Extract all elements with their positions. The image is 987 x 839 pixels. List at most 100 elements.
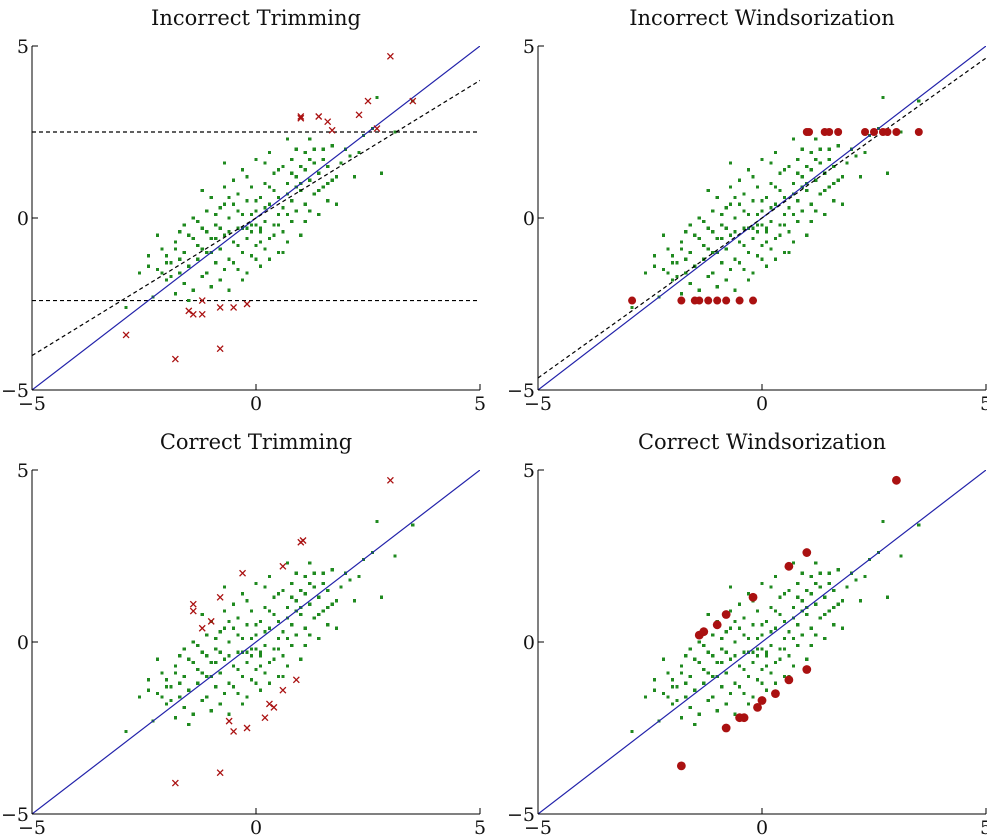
inlier-point bbox=[312, 571, 316, 575]
inlier-point bbox=[742, 226, 746, 230]
inlier-point bbox=[697, 216, 701, 220]
inlier-point bbox=[742, 667, 746, 672]
inlier-point bbox=[187, 233, 191, 237]
inlier-point bbox=[137, 271, 142, 275]
inlier-point bbox=[832, 606, 836, 610]
inlier-point bbox=[281, 164, 285, 168]
inlier-point bbox=[733, 216, 737, 220]
inlier-point bbox=[290, 643, 294, 648]
inlier-point bbox=[285, 182, 289, 186]
inlier-point bbox=[782, 647, 786, 651]
inlier-point bbox=[326, 182, 330, 186]
inlier-point bbox=[729, 202, 733, 206]
inlier-point bbox=[720, 237, 724, 241]
inlier-point bbox=[787, 206, 791, 210]
inlier-point bbox=[160, 671, 164, 675]
inlier-point bbox=[375, 96, 379, 100]
inlier-point bbox=[702, 643, 706, 648]
inlier-point bbox=[272, 595, 276, 599]
inlier-point bbox=[223, 585, 227, 589]
inlier-point bbox=[751, 271, 755, 275]
inlier-point bbox=[706, 671, 710, 675]
inlier-point bbox=[393, 130, 397, 134]
inlier-point bbox=[218, 671, 222, 675]
inlier-point bbox=[294, 633, 298, 637]
inlier-point bbox=[249, 609, 254, 613]
inlier-point bbox=[223, 202, 227, 206]
inlier-point bbox=[200, 188, 204, 193]
inlier-point bbox=[227, 654, 231, 658]
inlier-point bbox=[263, 606, 267, 610]
inlier-point bbox=[214, 261, 218, 265]
inlier-point bbox=[809, 626, 813, 630]
inlier-point bbox=[299, 612, 303, 617]
outlier-dot-marker bbox=[721, 723, 731, 733]
inlier-point bbox=[733, 288, 737, 292]
inlier-point bbox=[218, 247, 222, 251]
inlier-point bbox=[742, 192, 746, 196]
inlier-point bbox=[760, 209, 764, 213]
inlier-point bbox=[720, 661, 724, 665]
inlier-point bbox=[827, 147, 831, 151]
inlier-point bbox=[769, 671, 773, 675]
inlier-point bbox=[196, 219, 200, 224]
inlier-point bbox=[899, 130, 903, 134]
inlier-point bbox=[254, 667, 258, 672]
inlier-point bbox=[223, 161, 227, 165]
inlier-point bbox=[827, 157, 831, 162]
inlier-point bbox=[675, 685, 679, 689]
inlier-point bbox=[173, 671, 177, 675]
inlier-point bbox=[769, 182, 773, 186]
outlier-x-marker bbox=[364, 97, 372, 105]
inlier-point bbox=[317, 212, 321, 217]
inlier-point bbox=[711, 230, 715, 234]
inlier-point bbox=[666, 695, 670, 699]
inlier-point bbox=[205, 230, 209, 234]
inlier-point bbox=[764, 619, 769, 623]
inlier-point bbox=[738, 178, 742, 182]
inlier-point bbox=[679, 292, 683, 296]
inlier-point bbox=[294, 571, 298, 575]
inlier-point bbox=[357, 575, 361, 579]
inlier-point bbox=[272, 171, 276, 175]
inlier-point bbox=[272, 612, 276, 617]
inlier-point bbox=[787, 230, 791, 234]
inlier-point bbox=[258, 650, 263, 654]
inlier-point bbox=[670, 685, 674, 689]
inlier-point bbox=[236, 243, 240, 248]
inlier-point bbox=[778, 657, 782, 661]
outlier-x-marker bbox=[216, 345, 224, 353]
inlier-point bbox=[769, 585, 773, 589]
inlier-point bbox=[760, 223, 764, 227]
outlier-x-marker bbox=[355, 111, 363, 119]
inlier-point bbox=[236, 616, 240, 620]
outlier-x-marker bbox=[122, 331, 130, 339]
inlier-point bbox=[738, 261, 742, 265]
inlier-point bbox=[720, 261, 724, 265]
inlier-point bbox=[263, 671, 267, 675]
inlier-point bbox=[746, 702, 751, 706]
inlier-point bbox=[706, 226, 710, 230]
outlier-x-marker bbox=[171, 355, 179, 363]
inlier-point bbox=[764, 664, 769, 668]
inlier-point bbox=[755, 609, 760, 613]
outlier-x-marker bbox=[239, 569, 247, 577]
inlier-point bbox=[832, 182, 836, 186]
inlier-point bbox=[321, 147, 325, 151]
inlier-point bbox=[191, 712, 195, 716]
inlier-point bbox=[214, 647, 218, 651]
inlier-point bbox=[751, 175, 755, 179]
inlier-point bbox=[729, 161, 733, 165]
inlier-point bbox=[742, 209, 746, 213]
inlier-point bbox=[232, 685, 236, 689]
inlier-point bbox=[285, 137, 289, 141]
inlier-point bbox=[800, 571, 804, 575]
inlier-point bbox=[841, 202, 845, 206]
inlier-point bbox=[738, 685, 742, 689]
inlier-point bbox=[823, 612, 827, 617]
inlier-point bbox=[200, 226, 204, 230]
inlier-point bbox=[236, 633, 240, 637]
inlier-point bbox=[814, 581, 818, 586]
inlier-point bbox=[760, 623, 764, 627]
inlier-point bbox=[688, 647, 692, 651]
